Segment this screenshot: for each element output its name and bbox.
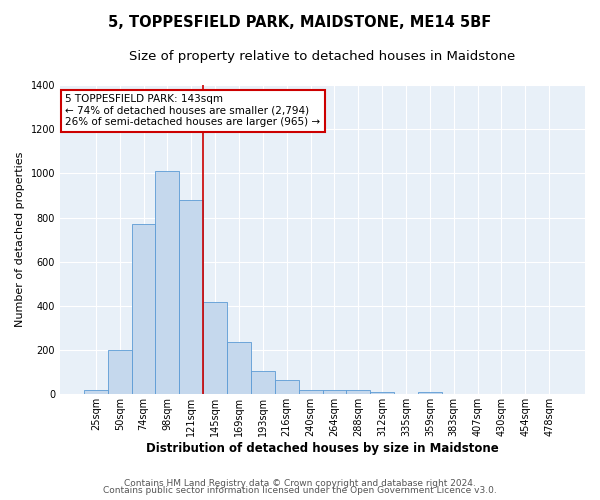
Bar xyxy=(251,371,275,394)
Bar xyxy=(323,390,346,394)
Text: Contains public sector information licensed under the Open Government Licence v3: Contains public sector information licen… xyxy=(103,486,497,495)
Bar xyxy=(370,392,394,394)
Bar xyxy=(108,350,131,395)
Bar xyxy=(275,380,299,394)
Bar xyxy=(179,200,203,394)
Text: 5, TOPPESFIELD PARK, MAIDSTONE, ME14 5BF: 5, TOPPESFIELD PARK, MAIDSTONE, ME14 5BF xyxy=(109,15,491,30)
Bar xyxy=(203,302,227,394)
Bar xyxy=(84,390,108,394)
Title: Size of property relative to detached houses in Maidstone: Size of property relative to detached ho… xyxy=(130,50,515,63)
Bar xyxy=(227,342,251,394)
Text: Contains HM Land Registry data © Crown copyright and database right 2024.: Contains HM Land Registry data © Crown c… xyxy=(124,478,476,488)
Bar xyxy=(418,392,442,394)
Y-axis label: Number of detached properties: Number of detached properties xyxy=(15,152,25,328)
Bar xyxy=(299,390,323,394)
Bar xyxy=(155,171,179,394)
X-axis label: Distribution of detached houses by size in Maidstone: Distribution of detached houses by size … xyxy=(146,442,499,455)
Text: 5 TOPPESFIELD PARK: 143sqm
← 74% of detached houses are smaller (2,794)
26% of s: 5 TOPPESFIELD PARK: 143sqm ← 74% of deta… xyxy=(65,94,320,128)
Bar xyxy=(131,224,155,394)
Bar xyxy=(346,390,370,394)
